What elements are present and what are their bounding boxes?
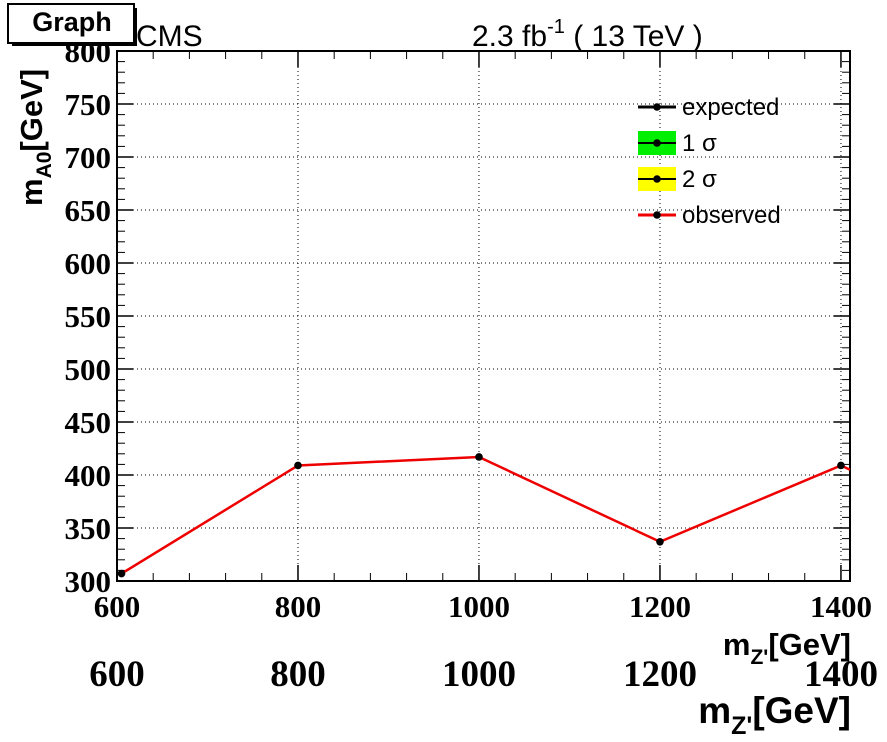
data-point — [656, 537, 664, 546]
data-point — [475, 453, 483, 461]
legend-marker — [653, 139, 661, 147]
ghost-x-tick-label: 800 — [270, 654, 326, 695]
y-tick-label: 750 — [65, 87, 112, 122]
legend-label: 2 σ — [682, 166, 717, 193]
data-point — [837, 461, 845, 470]
x-tick-label: 600 — [94, 589, 141, 624]
y-tick-label: 600 — [65, 246, 112, 281]
x-tick-label: 1400 — [810, 589, 872, 624]
legend-marker — [653, 103, 661, 111]
y-tick-label: 350 — [65, 511, 112, 546]
y-tick-label: 700 — [65, 140, 112, 175]
experiment-label: CMS — [136, 20, 203, 53]
legend-label: 1 σ — [682, 130, 717, 157]
ghost-x-tick-label: 1400 — [804, 654, 878, 695]
ghost-x-tick-label: 1000 — [442, 654, 516, 695]
y-tick-label: 650 — [65, 193, 112, 228]
legend: expected 1 σ 2 σ observed — [638, 94, 781, 229]
y-tick-label: 550 — [65, 299, 112, 334]
ghost-x-tick-label: 600 — [89, 654, 145, 695]
x-tick-label: 1000 — [448, 589, 510, 624]
y-tick-label: 500 — [65, 352, 112, 387]
legend-marker — [653, 211, 661, 219]
graph-title-label: Graph — [32, 7, 112, 37]
data-point — [117, 569, 126, 578]
ghost-x-tick-label: 1200 — [623, 654, 697, 695]
series-layer — [117, 453, 851, 578]
x-tick-label: 800 — [275, 589, 322, 624]
y-tick-label: 300 — [65, 564, 112, 599]
x-axis: 600 800 1000 1200 1400 — [94, 51, 872, 624]
luminosity-label: 2.3 fb-1 ( 13 TeV ) — [472, 16, 703, 53]
graph-title-box[interactable] — [7, 3, 135, 44]
y-tick-label: 450 — [65, 405, 112, 440]
data-point — [294, 461, 302, 470]
legend-label: observed — [682, 202, 781, 229]
legend-marker — [653, 175, 661, 183]
x-tick-label: 1200 — [629, 589, 691, 624]
y-tick-label: 400 — [65, 458, 112, 493]
ghost-axis: 600 800 1000 1200 1400 — [89, 654, 878, 695]
legend-label: expected — [682, 94, 779, 121]
